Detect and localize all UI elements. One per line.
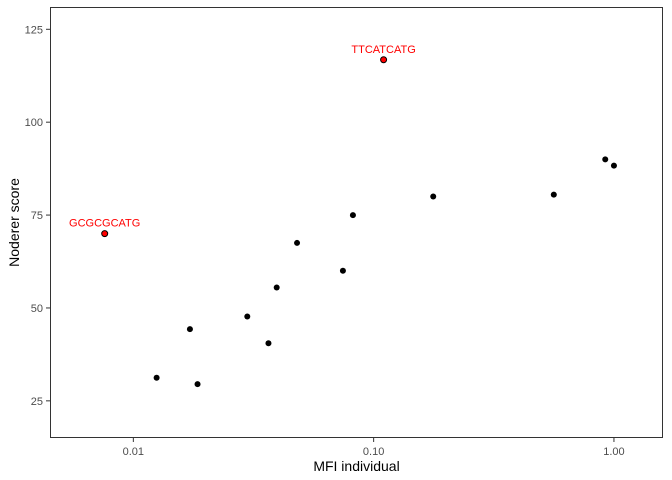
y-tick-label: 75	[31, 210, 43, 222]
x-axis-title: MFI individual	[313, 458, 399, 474]
data-point	[186, 326, 193, 333]
data-point	[244, 313, 251, 320]
y-tick-label: 125	[25, 24, 43, 36]
y-axis-title: Noderer score	[6, 178, 22, 267]
highlighted-point	[380, 56, 388, 64]
data-point	[349, 212, 356, 219]
data-point	[550, 191, 557, 198]
y-axis-ticks: 25 50 75 100 125	[25, 24, 50, 408]
point-annotations: GCGCGCATG TTCATCATG	[69, 44, 416, 238]
data-point	[153, 374, 160, 381]
data-point	[265, 340, 272, 347]
data-point	[339, 267, 346, 274]
y-tick-label: 100	[25, 117, 43, 129]
y-tick-label: 25	[31, 396, 43, 408]
x-tick-label: 1.00	[603, 446, 624, 458]
y-tick-label: 50	[31, 303, 43, 315]
x-axis-ticks: 0.01 0.10 1.00	[123, 438, 625, 458]
plot-panel	[50, 7, 663, 438]
data-point	[273, 284, 280, 291]
data-point	[194, 381, 201, 388]
point-label: TTCATCATG	[351, 44, 415, 56]
point-label: GCGCGCATG	[69, 218, 140, 230]
highlighted-point	[101, 230, 109, 238]
x-tick-label: 0.10	[363, 446, 384, 458]
x-tick-label: 0.01	[123, 446, 144, 458]
data-point	[602, 156, 609, 163]
data-points	[153, 156, 617, 388]
data-point	[610, 162, 617, 169]
data-point	[294, 239, 301, 246]
data-point	[430, 193, 437, 200]
